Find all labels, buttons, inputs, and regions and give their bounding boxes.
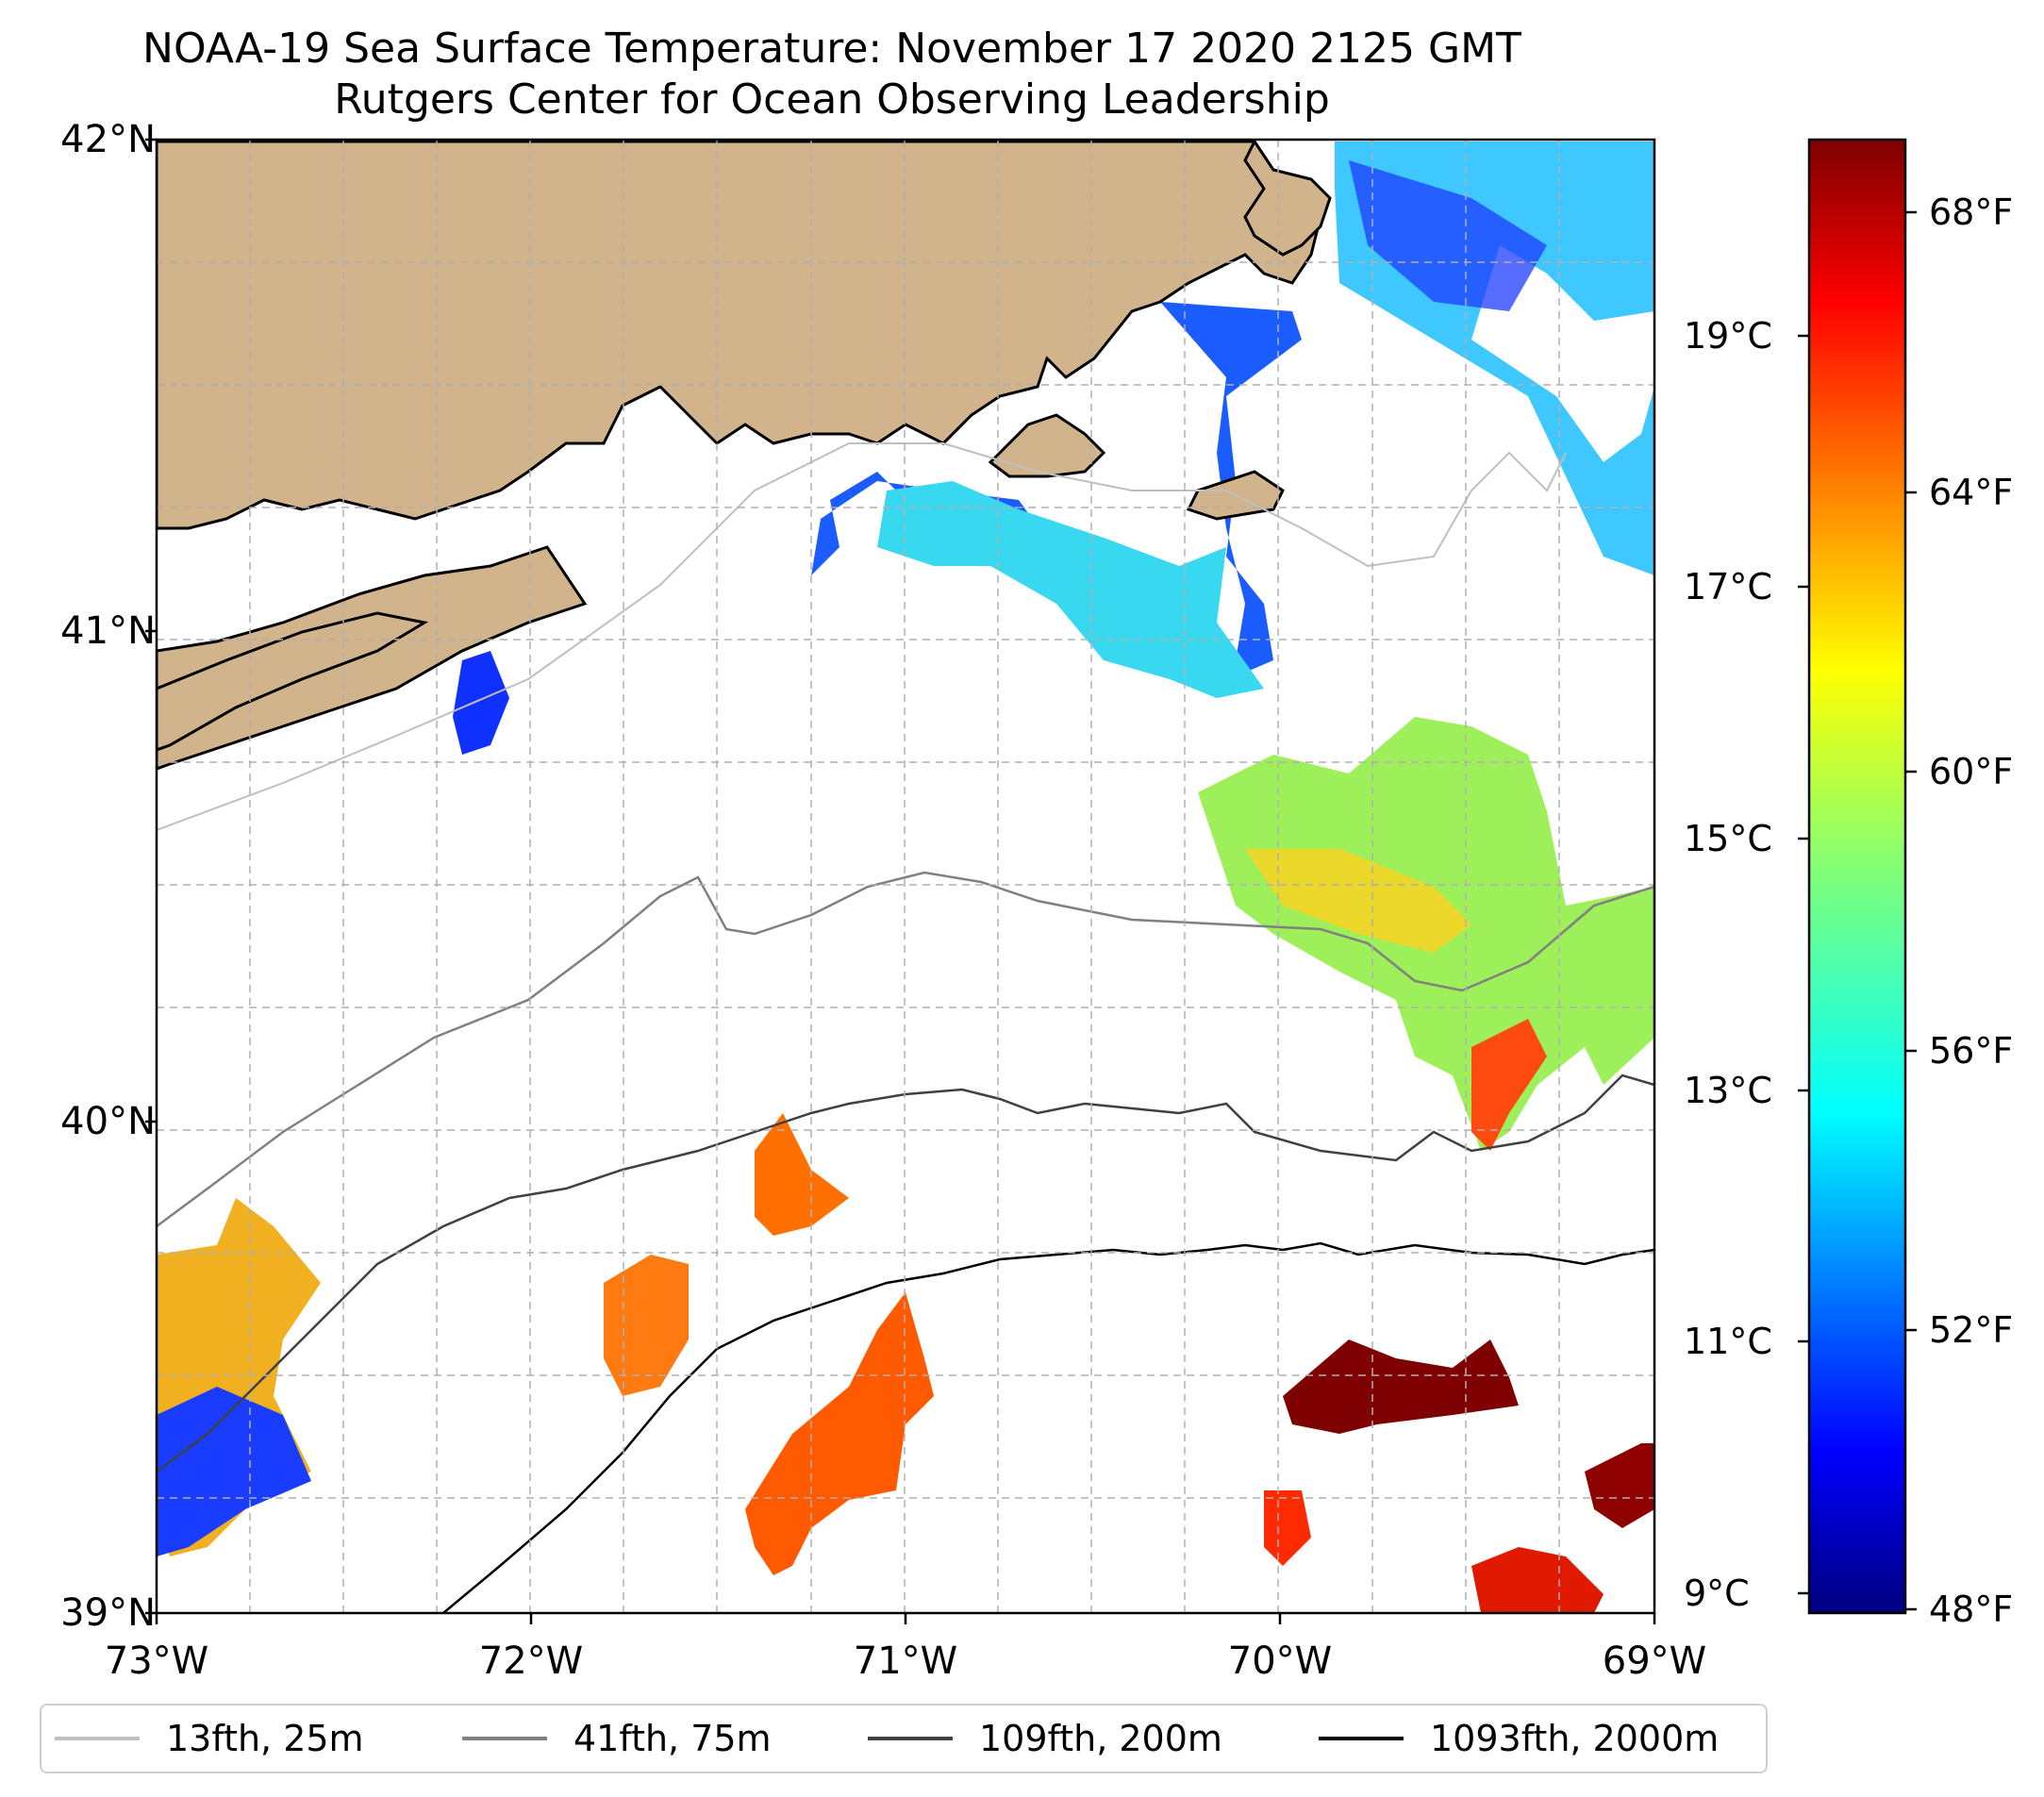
legend-item-2000m: 1093fth, 2000m (1319, 1705, 1719, 1772)
colorbar-fahrenheit-label: 60°F (1929, 751, 2014, 792)
chart-subtitle: Rutgers Center for Ocean Observing Leade… (334, 75, 1330, 124)
legend-label: 109fth, 200m (979, 1718, 1222, 1759)
x-tick-label: 69°W (1602, 1639, 1707, 1683)
y-tick-label: 42°N (60, 118, 156, 161)
land-long-island (157, 545, 588, 771)
legend-swatch (1319, 1737, 1404, 1740)
x-tick-label: 71°W (853, 1639, 958, 1683)
chart-title: NOAA-19 Sea Surface Temperature: Novembe… (142, 25, 1521, 73)
sst-patch-southeast-warm (1585, 1443, 1654, 1528)
colorbar-fahrenheit-label: 52°F (1929, 1309, 2014, 1351)
sst-patch-gulf-of-maine-cold (1349, 160, 1547, 311)
legend-item-75m: 41fth, 75m (462, 1705, 772, 1772)
colorbar-fahrenheit-label: 64°F (1929, 472, 2014, 513)
legend-swatch (55, 1737, 140, 1740)
sst-patch-warm-core-ring (1283, 1339, 1519, 1434)
sst-patch-shelf-break-red (1471, 1019, 1547, 1151)
legend-swatch (462, 1737, 547, 1740)
contour-75m (157, 871, 1654, 1228)
land-marthas-vineyard (988, 413, 1106, 478)
legend-item-25m: 13fth, 25m (55, 1705, 364, 1772)
sst-patch-south-small (1264, 1490, 1311, 1566)
legend-item-200m: 109fth, 200m (868, 1705, 1222, 1772)
legend-label: 1093fth, 2000m (1430, 1718, 1720, 1759)
gridlines (157, 140, 1654, 1613)
sst-patches (157, 141, 1654, 1613)
colorbar-fahrenheit-label: 68°F (1929, 191, 2014, 233)
sst-patch-south-of-cape-cod (877, 481, 1264, 698)
sst-patch-slope-mid (745, 1292, 934, 1575)
contour-25m (157, 442, 1567, 831)
x-tick-label: 73°W (104, 1639, 209, 1683)
land-cape-cod (1243, 140, 1332, 257)
y-tick-label: 41°N (60, 609, 156, 653)
sst-patch-shelf-east-warm (1245, 849, 1471, 953)
legend-label: 13fth, 25m (166, 1718, 364, 1759)
colorbar-celsius-label: 13°C (1684, 1070, 1772, 1111)
bathymetry (157, 442, 1654, 1613)
legend: 13fth, 25m 41fth, 75m 109fth, 200m 1093f… (40, 1704, 1768, 1773)
colorbar-celsius-label: 17°C (1684, 566, 1772, 607)
colorbar-fahrenheit-label: 56°F (1929, 1030, 2014, 1072)
land-long-island-north (157, 611, 429, 752)
sst-patch-block-island (453, 651, 509, 755)
colorbar-celsius-label: 9°C (1684, 1572, 1750, 1614)
sst-patch-slope-canyon (755, 1113, 849, 1236)
x-tick-label: 70°W (1227, 1639, 1333, 1683)
colorbar-celsius-label: 15°C (1684, 818, 1772, 859)
colorbar (1807, 138, 1907, 1615)
x-tick-label: 72°W (478, 1639, 584, 1683)
contour-2000m (442, 1241, 1654, 1613)
sst-patch-south-red (1471, 1547, 1604, 1613)
tick-marks (145, 138, 1656, 1624)
contour-200m (157, 1073, 1654, 1473)
land-mainland (157, 140, 1322, 530)
colorbar-ticks (1798, 210, 1917, 1611)
legend-swatch (868, 1737, 953, 1740)
colorbar-fahrenheit-label: 48°F (1929, 1589, 2014, 1630)
sst-patch-slope-west (604, 1255, 689, 1396)
y-tick-label: 40°N (60, 1100, 156, 1143)
sst-patch-hudson-shelf-cold (157, 1387, 311, 1556)
land (157, 140, 1332, 771)
legend-label: 41fth, 75m (573, 1718, 772, 1759)
colorbar-celsius-label: 19°C (1684, 315, 1772, 357)
colorbar-celsius-label: 11°C (1684, 1321, 1772, 1362)
y-tick-label: 39°N (60, 1591, 156, 1635)
